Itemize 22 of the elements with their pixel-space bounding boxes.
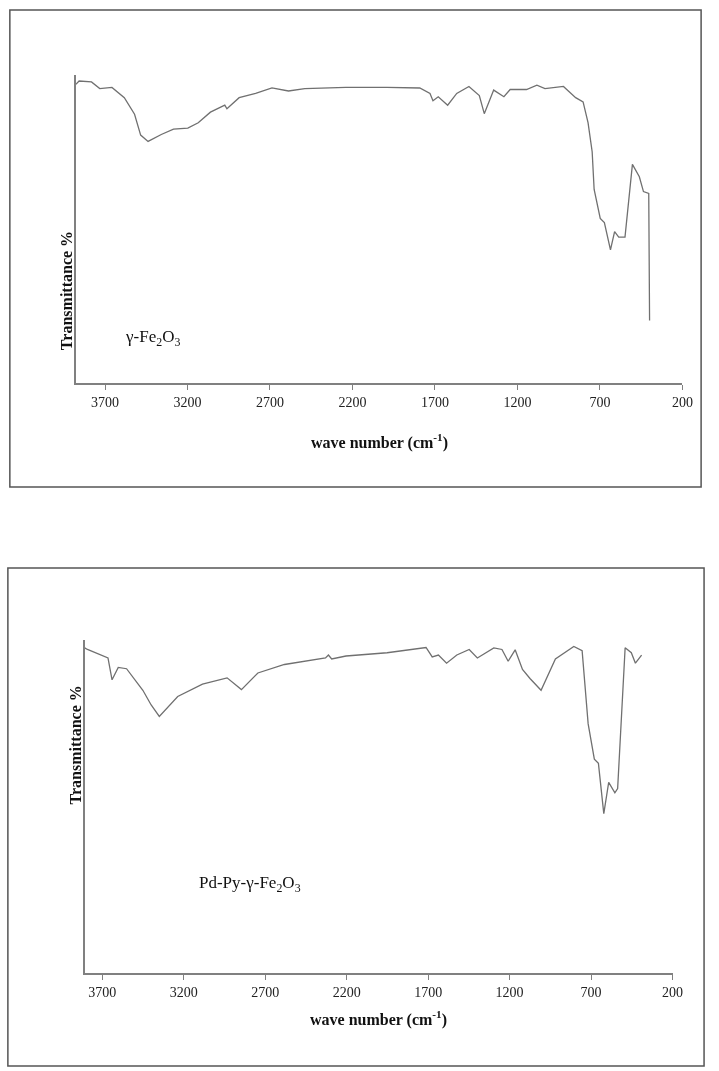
annotation: Pd-Py-γ-Fe$_{2}$O$_{3}$ — [199, 873, 301, 895]
x-tick-label: 2200 — [332, 984, 361, 1000]
x-tick-label: 3700 — [88, 984, 117, 1000]
x-tick-label: 2700 — [251, 984, 280, 1000]
x-tick-label: 2700 — [255, 394, 284, 410]
x-tick-label: 2200 — [338, 394, 367, 410]
x-tick-label: 3700 — [91, 394, 120, 410]
x-tick-label: 1200 — [495, 984, 524, 1000]
x-tick-label: 200 — [662, 984, 684, 1000]
y-axis-title: Transmittance % — [67, 685, 85, 805]
x-tick-label: 200 — [671, 394, 693, 410]
x-tick-label: 3200 — [169, 984, 198, 1000]
x-tick-label: 1700 — [414, 984, 443, 1000]
x-tick-label: 1200 — [503, 394, 532, 410]
x-axis-title: wave number (cm$^{-1}$) — [311, 431, 449, 452]
y-axis-title: Transmittance % — [58, 230, 76, 351]
x-axis-title: wave number (cm$^{-1}$) — [310, 1008, 448, 1029]
annotation: γ-Fe$_{2}$O$_{3}$ — [125, 327, 181, 349]
x-tick-label: 700 — [589, 394, 611, 410]
x-tick-label: 1700 — [420, 394, 449, 410]
x-tick-label: 3200 — [173, 394, 202, 410]
x-tick-label: 700 — [580, 984, 602, 1000]
